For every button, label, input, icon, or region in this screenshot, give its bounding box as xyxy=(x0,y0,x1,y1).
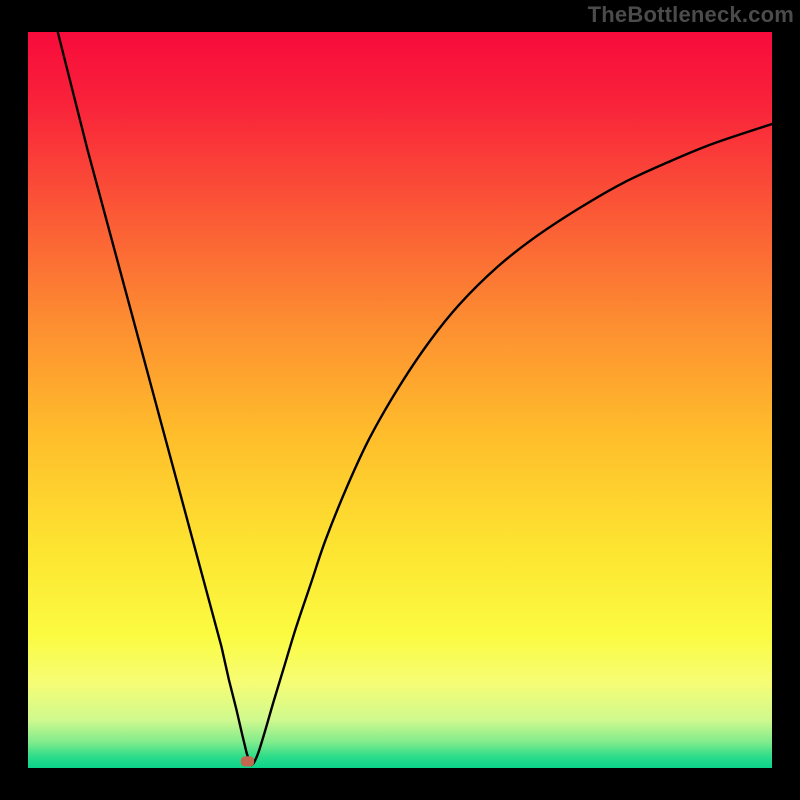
bottleneck-chart xyxy=(0,0,800,800)
watermark-text: TheBottleneck.com xyxy=(588,2,794,28)
plot-background xyxy=(28,32,772,768)
vertex-marker xyxy=(241,756,254,766)
chart-container: TheBottleneck.com xyxy=(0,0,800,800)
